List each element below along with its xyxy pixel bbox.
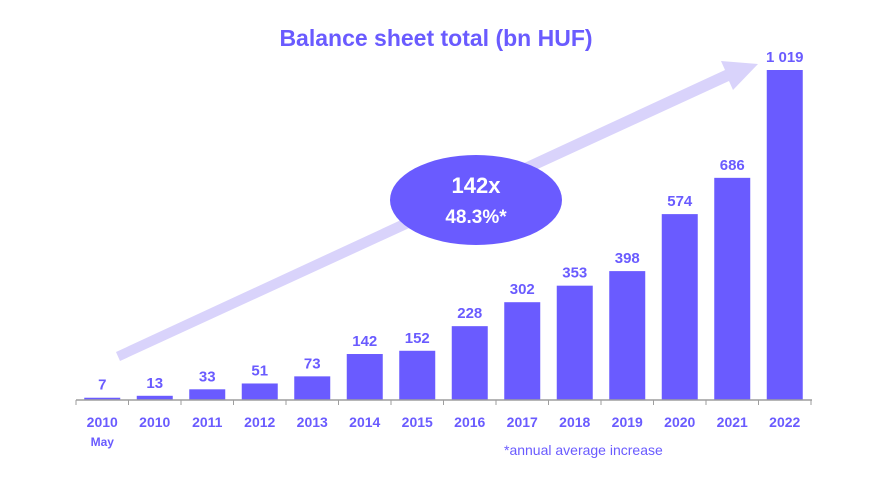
- bar: [661, 214, 698, 400]
- bar: [294, 376, 331, 400]
- x-tick-label: 2018: [559, 414, 590, 430]
- value-label: 142: [352, 333, 377, 350]
- bar: [766, 70, 803, 400]
- bar: [241, 383, 278, 400]
- bar: [609, 271, 646, 400]
- bar: [136, 395, 173, 400]
- value-label: 398: [615, 250, 640, 267]
- bar: [451, 326, 488, 400]
- x-tick-label: 2017: [507, 414, 538, 430]
- value-label: 353: [562, 265, 587, 282]
- x-tick-sublabel: May: [91, 435, 115, 449]
- bar: [714, 177, 751, 400]
- annual-increase-label: 48.3%*: [445, 207, 507, 228]
- value-label: 7: [98, 377, 106, 394]
- x-tick-label: 2021: [717, 414, 748, 430]
- bar: [84, 397, 121, 400]
- bar: [556, 285, 593, 400]
- bar: [504, 302, 541, 400]
- value-label: 73: [304, 355, 321, 372]
- value-label: 13: [146, 375, 163, 392]
- value-label: 228: [457, 305, 482, 322]
- chart-title: Balance sheet total (bn HUF): [279, 25, 592, 51]
- value-labels-group: 7 13 33 51 73 142 152 228 302 353 398 574 686 1 019: [98, 49, 803, 394]
- value-label: 33: [199, 368, 216, 385]
- x-tick-label: 2010: [139, 414, 170, 430]
- footnote: *annual average increase: [504, 442, 663, 458]
- value-label: 51: [251, 362, 268, 379]
- x-tick-label: 2010: [87, 414, 118, 430]
- growth-bubble: [390, 155, 562, 245]
- bar: [399, 350, 436, 400]
- x-tick-label: 2014: [349, 414, 380, 430]
- x-tick-label: 2011: [192, 414, 223, 430]
- value-label: 152: [405, 330, 430, 347]
- x-tick-label: 2022: [769, 414, 800, 430]
- value-label: 1 019: [766, 49, 804, 66]
- bar: [346, 354, 383, 400]
- x-labels-group: 2010 May 2010 2011 2012 2013 2014 2015 2016 2017 2…: [87, 414, 801, 449]
- x-tick-label: 2013: [297, 414, 328, 430]
- x-tick-label: 2012: [244, 414, 275, 430]
- value-label: 574: [667, 193, 693, 210]
- x-tick-label: 2016: [454, 414, 485, 430]
- value-label: 686: [720, 157, 745, 174]
- x-tick-label: 2015: [402, 414, 433, 430]
- bars-group: [84, 70, 803, 400]
- tick-marks-group: [75, 400, 812, 405]
- x-tick-label: 2020: [664, 414, 695, 430]
- x-tick-label: 2019: [612, 414, 643, 430]
- growth-multiple-label: 142x: [452, 173, 502, 198]
- value-label: 302: [510, 281, 535, 298]
- bar: [189, 389, 226, 400]
